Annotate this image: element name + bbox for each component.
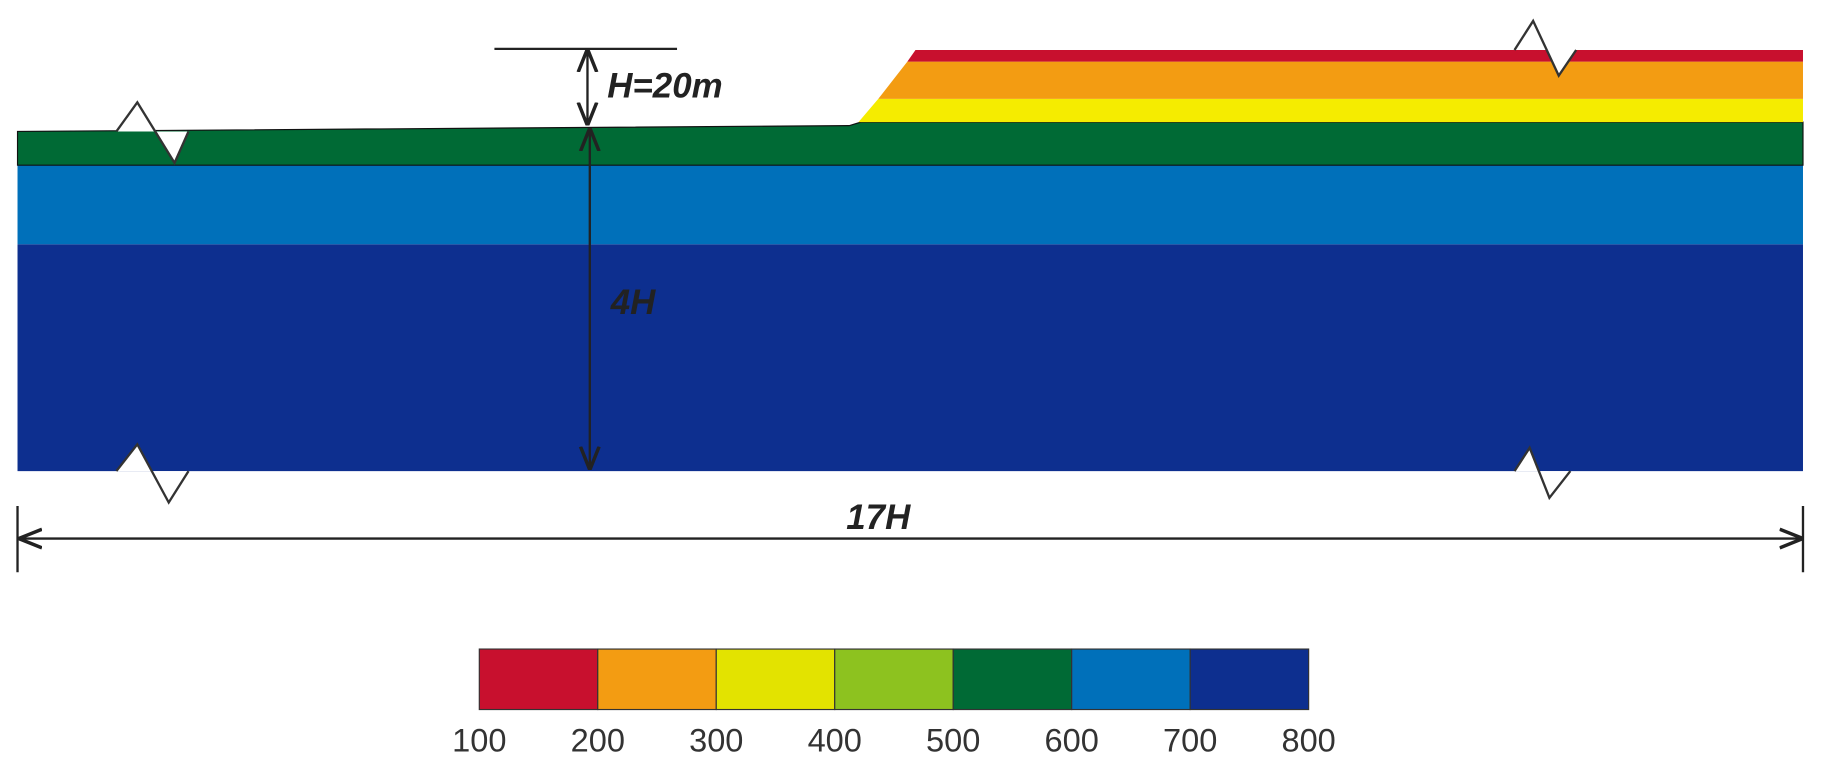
layer-light-blue bbox=[17, 165, 1803, 245]
depth-label: 4H bbox=[610, 283, 656, 322]
legend-tick-label: 700 bbox=[1163, 722, 1217, 758]
layer-orange bbox=[878, 61, 1803, 99]
legend-tick-label: 200 bbox=[571, 722, 625, 758]
break-mark bbox=[115, 100, 190, 166]
legend: 100 200 300 400 500 600 700 800 bbox=[452, 648, 1336, 758]
layer-dark-blue bbox=[17, 244, 1803, 472]
legend-swatch bbox=[478, 648, 599, 711]
legend-swatch bbox=[715, 648, 836, 711]
legend-swatch bbox=[597, 648, 717, 711]
break-mark bbox=[1513, 445, 1572, 501]
legend-swatch bbox=[1189, 648, 1310, 711]
layer-red bbox=[907, 50, 1803, 62]
legend-swatch bbox=[834, 648, 954, 711]
break-mark bbox=[115, 442, 190, 505]
layer-yellow bbox=[858, 98, 1803, 123]
length-label: 17H bbox=[846, 498, 911, 537]
break-mark bbox=[1513, 18, 1578, 78]
legend-tick-label: 800 bbox=[1281, 722, 1335, 758]
legend-tick-label: 100 bbox=[452, 722, 506, 758]
legend-tick-label: 500 bbox=[926, 722, 980, 758]
layer-green bbox=[16, 121, 1804, 166]
height-label: H=20m bbox=[607, 67, 722, 106]
legend-swatch bbox=[1071, 648, 1191, 711]
legend-tick-label: 300 bbox=[689, 722, 743, 758]
legend-swatch bbox=[952, 648, 1073, 711]
legend-tick-label: 400 bbox=[808, 722, 862, 758]
legend-tick-label: 600 bbox=[1045, 722, 1099, 758]
